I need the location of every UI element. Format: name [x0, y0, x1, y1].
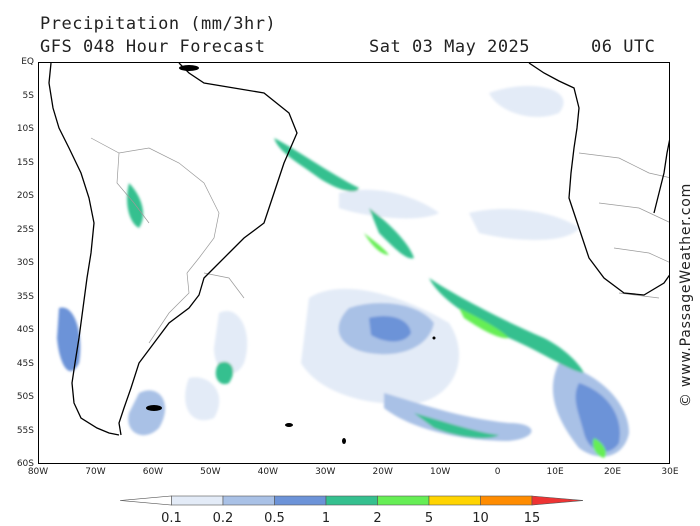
lon-label: 70W: [85, 467, 106, 477]
lon-label: 30W: [315, 467, 336, 477]
lat-label: 50S: [16, 392, 34, 402]
lat-label: 30S: [16, 258, 34, 268]
lat-label: 20S: [16, 191, 34, 201]
legend-label: 15: [523, 511, 541, 526]
legend-label: 0.2: [212, 511, 234, 526]
legend-label: 2: [373, 511, 382, 526]
legend-swatch: [222, 495, 275, 506]
legend-label: 5: [424, 511, 434, 526]
map-header: Precipitation (mm/3hr) GFS 048 Hour Fore…: [0, 0, 700, 62]
precipitation-field: [57, 85, 629, 458]
lon-label: 10W: [429, 467, 451, 477]
forecast-hour: GFS 048 Hour Forecast: [40, 37, 266, 57]
legend-label: 0.5: [264, 511, 285, 526]
legend-swatch: [377, 495, 430, 506]
legend-label: 0.1: [161, 511, 182, 526]
precipitation-map[interactable]: [38, 62, 670, 464]
country-borders: [90, 137, 669, 344]
legend-swatch: [325, 495, 378, 506]
legend-swatch: [480, 495, 533, 506]
watermark-text: © www.PassageWeather.com: [678, 182, 694, 408]
lat-label: 15S: [16, 157, 34, 168]
legend-color-bar: [119, 495, 584, 506]
legend-swatch: [119, 495, 172, 506]
legend-swatch: [428, 495, 481, 506]
legend-swatch: [531, 495, 584, 506]
lon-label: 20E: [603, 467, 622, 477]
valid-date: Sat 03 May 2025: [369, 37, 531, 57]
legend-label: 1: [321, 511, 331, 526]
islands: [146, 65, 436, 444]
lat-label: 55S: [16, 425, 34, 436]
lon-label: 30E: [661, 467, 679, 477]
lat-label: 25S: [16, 224, 34, 235]
lat-label: 60S: [16, 459, 34, 469]
lat-label: 10S: [16, 124, 34, 134]
lat-label: EQ: [21, 57, 34, 67]
lat-label: 40S: [16, 325, 34, 335]
lon-label: 80W: [27, 467, 49, 477]
lat-label: 45S: [16, 358, 34, 369]
color-legend: 0.1 0.2 0.5 1 2 5 10 15: [118, 490, 584, 526]
lon-label: 50W: [200, 467, 221, 477]
lon-label: 0: [494, 467, 501, 477]
legend-label: 10: [472, 511, 489, 526]
lat-label: 5S: [22, 90, 34, 101]
coastlines: [48, 63, 669, 436]
lon-label: 20W: [372, 467, 393, 477]
lon-label: 40W: [257, 467, 278, 477]
watermark: © www.PassageWeather.com: [673, 150, 699, 440]
legend-swatch: [274, 495, 327, 506]
map-canvas: [48, 63, 669, 458]
legend-swatch: [171, 495, 224, 506]
map-title: Precipitation (mm/3hr): [40, 14, 277, 34]
lat-label: 35S: [16, 291, 34, 302]
valid-time: 06 UTC: [591, 37, 656, 57]
lon-label: 60W: [142, 467, 164, 477]
lon-label: 10E: [546, 467, 564, 477]
